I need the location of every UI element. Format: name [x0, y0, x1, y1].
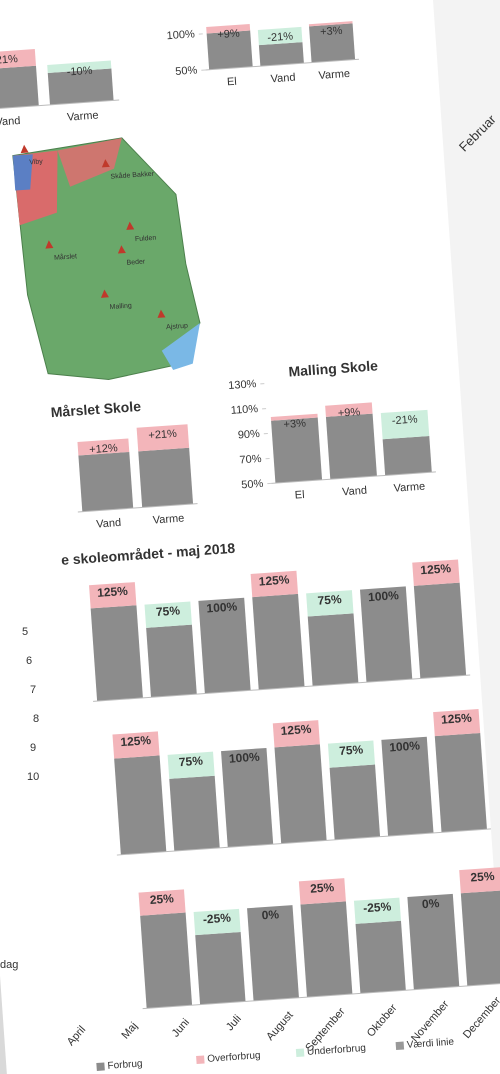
y-tick-label: 70%: [239, 453, 262, 467]
x-tick-label: Varme: [318, 68, 350, 82]
data-label: 25%: [310, 880, 335, 896]
data-label: +9%: [338, 406, 361, 420]
bar-base: [461, 890, 500, 986]
radial-tick-label: 9: [30, 742, 36, 754]
y-tick-label: 130%: [228, 378, 257, 392]
data-label: 0%: [422, 896, 441, 911]
data-label: 125%: [420, 561, 452, 577]
y-tick-label: 90%: [237, 428, 260, 442]
map-label: Fulden: [135, 235, 157, 243]
data-label: 100%: [368, 588, 400, 604]
data-label: 100%: [206, 599, 238, 615]
radial-tick-label: 6: [26, 655, 32, 667]
bar-base: [91, 605, 143, 701]
screenshot: VibySkåde BakkerMårsletBederFuldenMallin…: [0, 0, 500, 1074]
radial-tick-label: 8: [33, 713, 39, 725]
x-tick-label: El: [294, 489, 305, 502]
data-label: -21%: [392, 413, 419, 427]
data-label: 125%: [97, 584, 129, 600]
bar-base: [114, 755, 166, 854]
data-label: 125%: [120, 733, 152, 749]
legend-swatch: [96, 1062, 105, 1071]
radial-tick-label: 7: [30, 684, 36, 696]
x-tick-label: Varme: [152, 512, 184, 526]
data-label: 125%: [441, 711, 473, 727]
data-label: 125%: [280, 722, 312, 738]
radial-tick-label: 10: [27, 771, 39, 783]
y-tick-label: 50%: [175, 64, 198, 78]
bar-base: [0, 66, 39, 110]
bar-base: [195, 932, 245, 1005]
map-label: Viby: [29, 158, 43, 166]
bar-base: [146, 625, 197, 698]
data-label: 25%: [149, 891, 174, 907]
data-label: 100%: [389, 738, 421, 754]
data-label: 75%: [156, 603, 181, 619]
bar-base: [435, 733, 487, 832]
data-label: +12%: [89, 442, 118, 456]
data-label: -25%: [202, 911, 231, 927]
bar-base: [274, 744, 326, 843]
data-label: -25%: [363, 899, 392, 915]
legend-swatch: [396, 1042, 405, 1051]
bar-base: [414, 583, 466, 679]
bar-base: [330, 765, 380, 840]
data-label: +3%: [320, 25, 343, 39]
map-label: Beder: [126, 258, 146, 266]
data-label: 75%: [178, 754, 203, 770]
bar-base: [138, 448, 193, 508]
bar-base: [326, 414, 377, 480]
y-tick-label: 110%: [230, 403, 258, 417]
x-tick-label: Vand: [342, 485, 368, 499]
data-label: -21%: [267, 30, 294, 44]
map-label: Mårslet: [54, 252, 78, 262]
x-tick-label: Vand: [96, 517, 122, 531]
data-label: +21%: [148, 428, 177, 442]
data-label: +9%: [217, 28, 240, 42]
legend-swatch: [196, 1055, 205, 1064]
bar-base: [140, 913, 192, 1009]
bar-base: [300, 901, 352, 997]
x-tick-label: El: [227, 76, 238, 89]
bar-base: [356, 921, 406, 994]
data-label: 75%: [339, 742, 364, 758]
data-label: 25%: [470, 869, 495, 885]
legend-swatch: [296, 1048, 305, 1057]
y-tick-label: 50%: [241, 478, 264, 492]
data-label: 0%: [261, 907, 280, 922]
bar-base: [252, 594, 304, 690]
bar-base: [308, 613, 359, 686]
bar-base: [259, 42, 304, 66]
data-label: 125%: [258, 572, 290, 588]
bar-base: [169, 776, 219, 851]
data-label: +3%: [283, 417, 306, 431]
x-tick-label: Varme: [67, 109, 99, 123]
data-label: 75%: [317, 592, 342, 608]
main-page: VibySkåde BakkerMårsletBederFuldenMallin…: [0, 0, 500, 1074]
data-label: 100%: [229, 750, 261, 766]
bar-base: [78, 452, 133, 512]
y-tick-label: 100%: [166, 28, 195, 42]
page: VibySkåde BakkerMårsletBederFuldenMallin…: [0, 0, 500, 1074]
radial-tick-label: 5: [22, 626, 28, 638]
x-tick-label: Varme: [393, 481, 425, 495]
x-tick-label: Vand: [0, 115, 21, 129]
data-label: +21%: [0, 53, 18, 67]
x-tick-label: Vand: [270, 72, 296, 86]
data-label: -10%: [66, 65, 93, 79]
day-fragment: dag: [0, 959, 18, 971]
bar-base: [383, 436, 432, 475]
